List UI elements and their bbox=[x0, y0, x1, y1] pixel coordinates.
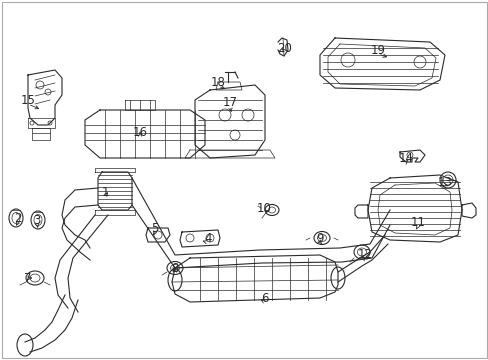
Text: 15: 15 bbox=[20, 94, 35, 107]
Text: 1: 1 bbox=[101, 185, 108, 198]
Text: 16: 16 bbox=[132, 126, 147, 139]
Text: 5: 5 bbox=[151, 221, 159, 234]
Text: 11: 11 bbox=[409, 216, 425, 229]
Text: 12: 12 bbox=[357, 248, 372, 261]
Text: 17: 17 bbox=[222, 95, 237, 108]
Text: 6: 6 bbox=[261, 292, 268, 305]
Text: 7: 7 bbox=[24, 271, 32, 284]
Text: 18: 18 bbox=[210, 76, 225, 89]
Text: 2: 2 bbox=[14, 212, 21, 225]
Text: 3: 3 bbox=[33, 213, 41, 226]
Text: 8: 8 bbox=[171, 261, 178, 274]
Text: 4: 4 bbox=[204, 231, 211, 244]
Text: 13: 13 bbox=[437, 176, 451, 189]
Text: 9: 9 bbox=[316, 231, 323, 244]
Text: 19: 19 bbox=[370, 44, 385, 57]
Text: 14: 14 bbox=[398, 152, 413, 165]
Text: 10: 10 bbox=[256, 202, 271, 215]
Text: 20: 20 bbox=[277, 41, 292, 54]
